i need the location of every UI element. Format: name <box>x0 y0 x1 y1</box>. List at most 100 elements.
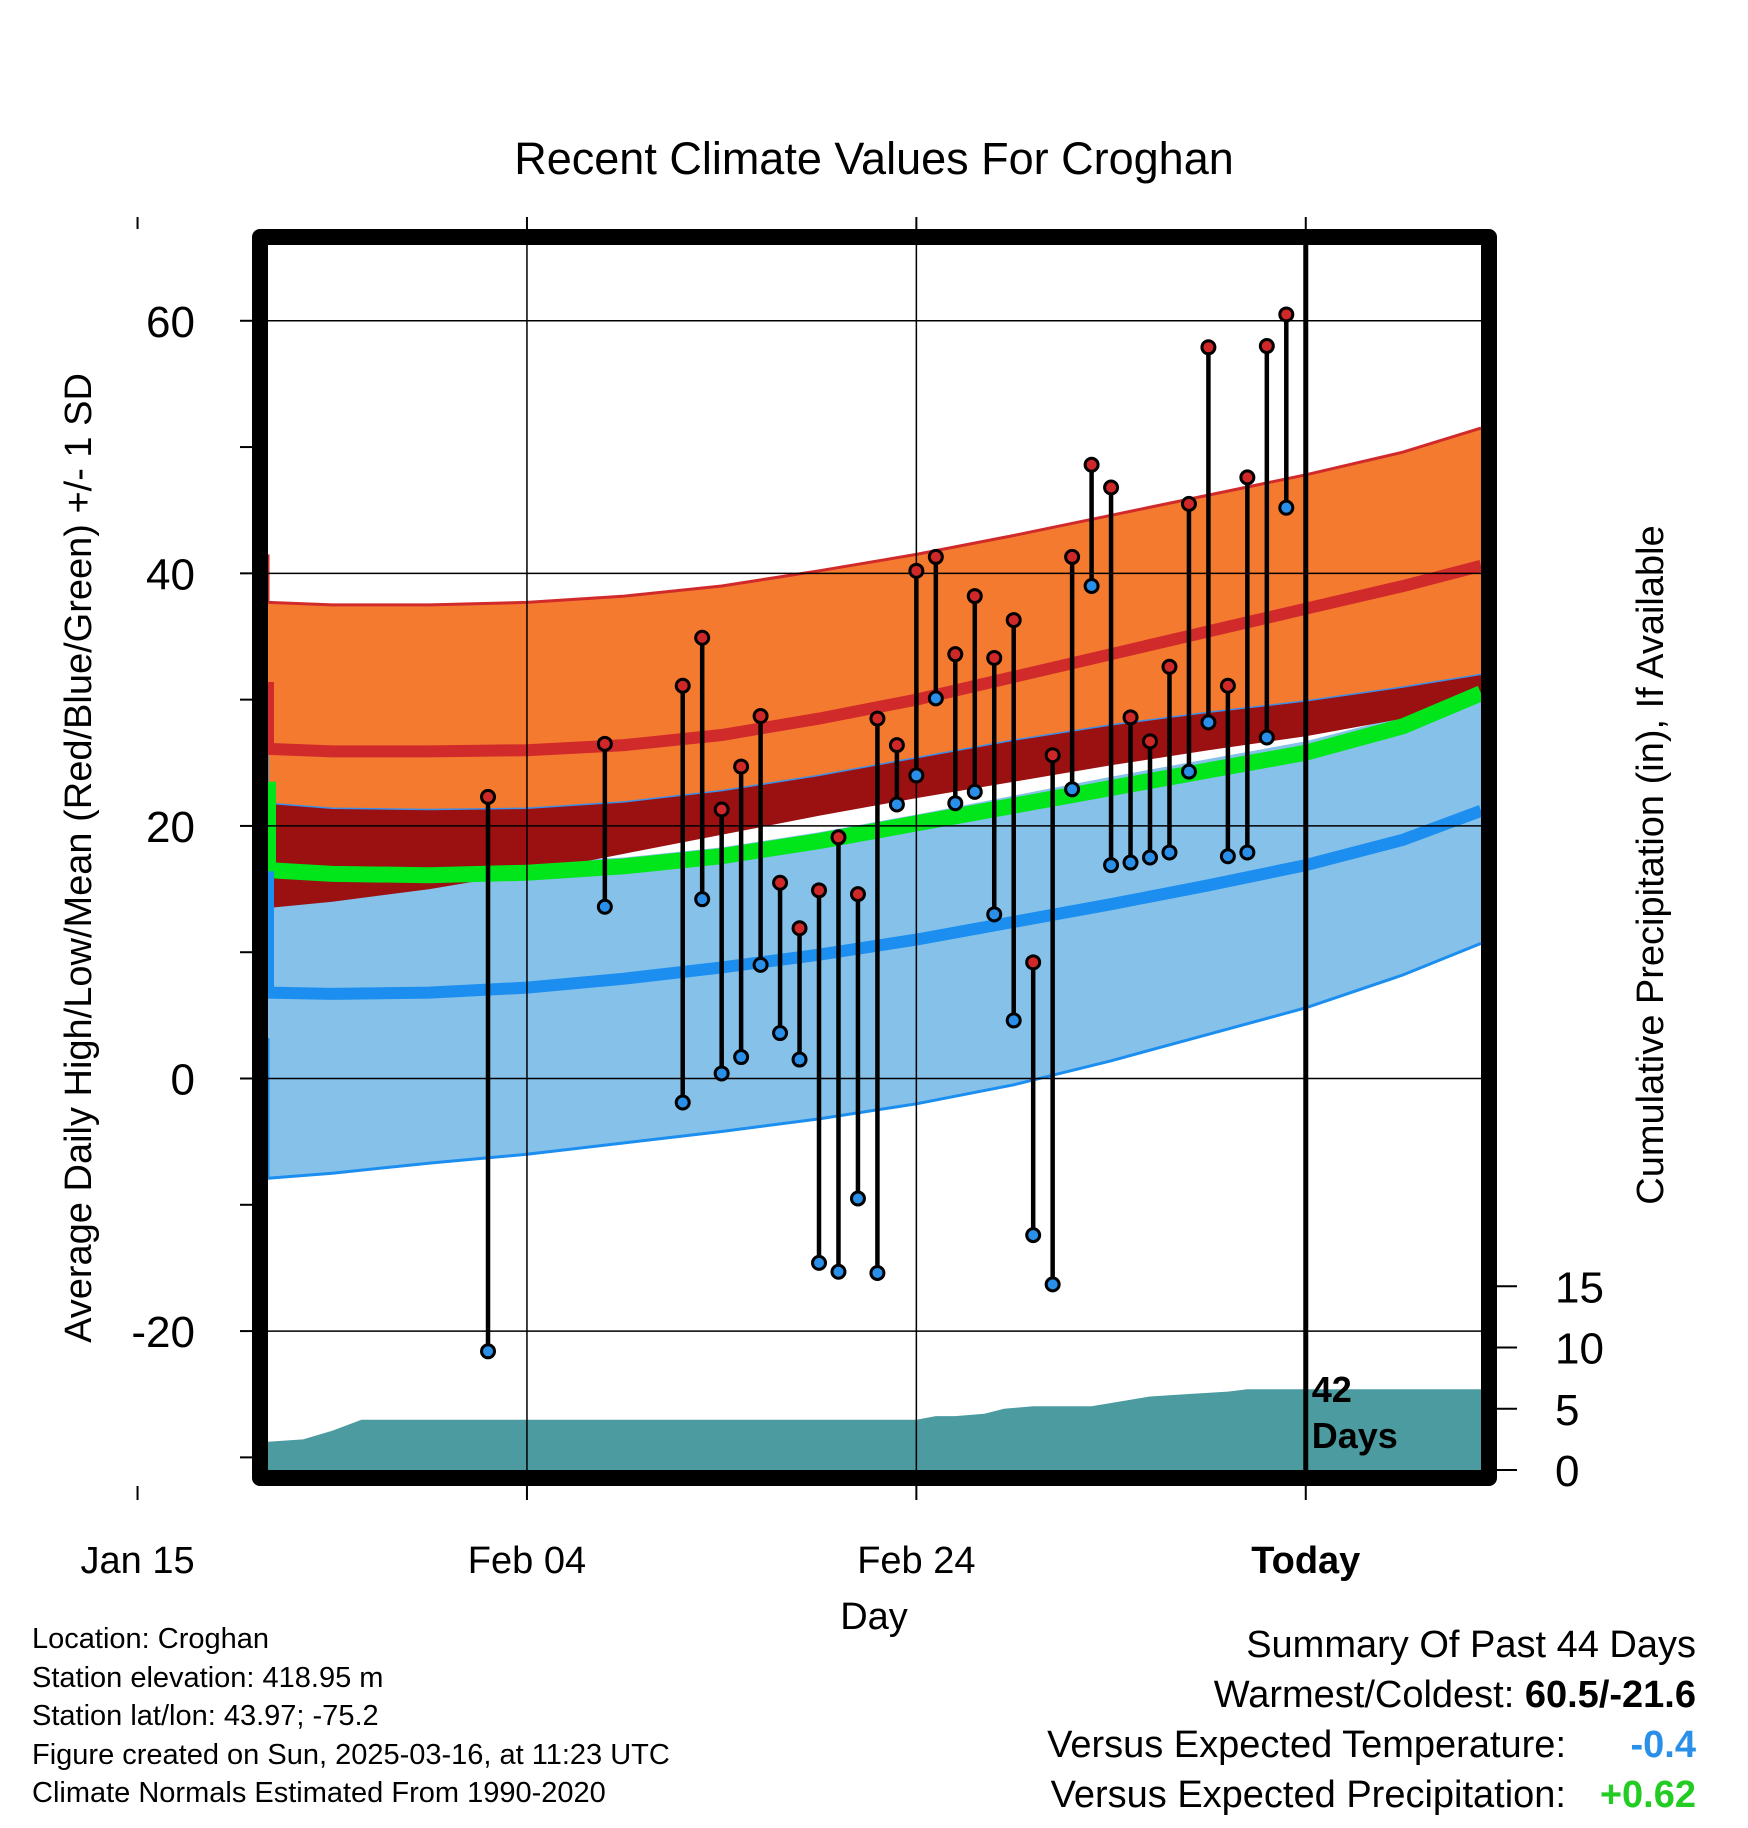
day-low-point <box>228 1153 241 1166</box>
x-tick-label: Today <box>1251 1540 1360 1582</box>
day-low-point <box>1025 1227 1042 1244</box>
day-record <box>1103 479 1120 874</box>
day-low-point <box>947 795 964 812</box>
day-record <box>908 562 925 784</box>
day-high-point <box>986 649 1003 666</box>
day-high-point <box>1219 677 1236 694</box>
day-high-point <box>1064 548 1081 565</box>
today-days-number: 42 <box>1312 1369 1352 1410</box>
day-high-point <box>1239 469 1256 486</box>
day-high-point <box>869 710 886 727</box>
day-low-point <box>1278 499 1295 516</box>
warm-cold-label: Warmest/Coldest: <box>1213 1674 1525 1716</box>
day-low-point <box>908 767 925 784</box>
day-record <box>772 874 789 1042</box>
day-high-point <box>1200 339 1217 356</box>
day-high-point <box>694 629 711 646</box>
day-high-point <box>1278 306 1295 323</box>
today-days-label: Days <box>1312 1415 1398 1456</box>
day-record <box>480 788 497 1360</box>
day-low-point <box>791 1051 808 1068</box>
day-high-point <box>849 886 866 903</box>
day-low-point <box>888 796 905 813</box>
day-high-point <box>1180 495 1197 512</box>
day-record <box>1044 747 1061 1293</box>
day-high-point <box>947 646 964 663</box>
day-record <box>1180 495 1197 780</box>
precip-label: Versus Expected Precipitation: <box>1050 1774 1566 1816</box>
day-record <box>1219 677 1236 865</box>
day-high-point <box>1103 479 1120 496</box>
day-low-point <box>1200 714 1217 731</box>
y-tick-label: -20 <box>131 1308 195 1357</box>
day-record <box>596 735 613 915</box>
day-record <box>1278 306 1295 516</box>
day-low-point <box>811 1254 828 1271</box>
day-low-point <box>830 1263 847 1280</box>
day-record <box>811 882 828 1271</box>
day-record <box>1083 456 1100 594</box>
day-low-point <box>1083 577 1100 594</box>
day-record <box>733 758 750 1066</box>
day-record <box>927 548 944 707</box>
day-record <box>1025 954 1042 1244</box>
summary-heading: Summary Of Past 44 Days <box>1246 1624 1696 1666</box>
day-record <box>1064 548 1081 798</box>
summary-panel: Summary Of Past 44 Days Warmest/Coldest:… <box>796 1620 1696 1820</box>
high-sd-band <box>268 428 1481 810</box>
y-tick-label: 40 <box>146 550 195 599</box>
day-record <box>713 801 730 1082</box>
x-tick-label: Jan 15 <box>81 1540 195 1582</box>
x-tick-label: Feb 24 <box>857 1540 975 1582</box>
day-high-point <box>966 588 983 605</box>
day-high-point <box>713 801 730 818</box>
day-high-point <box>888 737 905 754</box>
day-low-point <box>1219 848 1236 865</box>
day-high-point <box>480 788 497 805</box>
day-record <box>1239 469 1256 861</box>
day-record <box>947 646 964 812</box>
day-record <box>1122 709 1139 871</box>
station-info: Location: Croghan Station elevation: 418… <box>32 1620 932 1813</box>
y-axis-label: Average Daily High/Low/Mean (Red/Blue/Gr… <box>58 373 100 1343</box>
day-high-point <box>830 829 847 846</box>
y-tick-label: 60 <box>146 298 195 347</box>
y2-tick-label: 10 <box>1555 1325 1604 1374</box>
day-high-point <box>733 758 750 775</box>
day-low-point <box>849 1190 866 1207</box>
precip-value: +0.62 <box>1599 1774 1696 1816</box>
day-low-point <box>1044 1276 1061 1293</box>
day-high-point <box>1005 612 1022 629</box>
location-text: Location: Croghan <box>32 1623 269 1655</box>
warm-cold-value: 60.5/-21.6 <box>1524 1674 1696 1716</box>
day-record <box>1200 339 1217 731</box>
day-high-point <box>1258 338 1275 355</box>
day-record <box>752 708 769 973</box>
day-record <box>674 677 691 1111</box>
day-low-point <box>1180 763 1197 780</box>
day-low-point <box>869 1264 886 1281</box>
day-record <box>869 710 886 1281</box>
day-low-point <box>966 783 983 800</box>
day-low-point <box>1258 729 1275 746</box>
day-low-point <box>1239 844 1256 861</box>
latlon-text: Station lat/lon: 43.97; -75.2 <box>32 1700 379 1732</box>
elevation-text: Station elevation: 418.95 m <box>32 1661 384 1694</box>
day-low-point <box>596 898 613 915</box>
day-high-point <box>772 874 789 891</box>
normals-text: Climate Normals Estimated From 1990-2020 <box>32 1777 606 1809</box>
y-tick-label: 20 <box>146 803 195 852</box>
day-low-point <box>733 1049 750 1066</box>
day-high-point <box>1083 456 1100 473</box>
temp-label: Versus Expected Temperature: <box>1047 1724 1566 1766</box>
day-record <box>986 649 1003 923</box>
day-low-point <box>713 1065 730 1082</box>
day-low-point <box>1005 1012 1022 1029</box>
day-record <box>1258 338 1275 746</box>
mean-sd-band <box>268 674 1481 908</box>
day-low-point <box>1142 849 1159 866</box>
day-record <box>849 886 866 1207</box>
day-low-point <box>1161 844 1178 861</box>
y2-tick-label: 5 <box>1555 1386 1579 1435</box>
